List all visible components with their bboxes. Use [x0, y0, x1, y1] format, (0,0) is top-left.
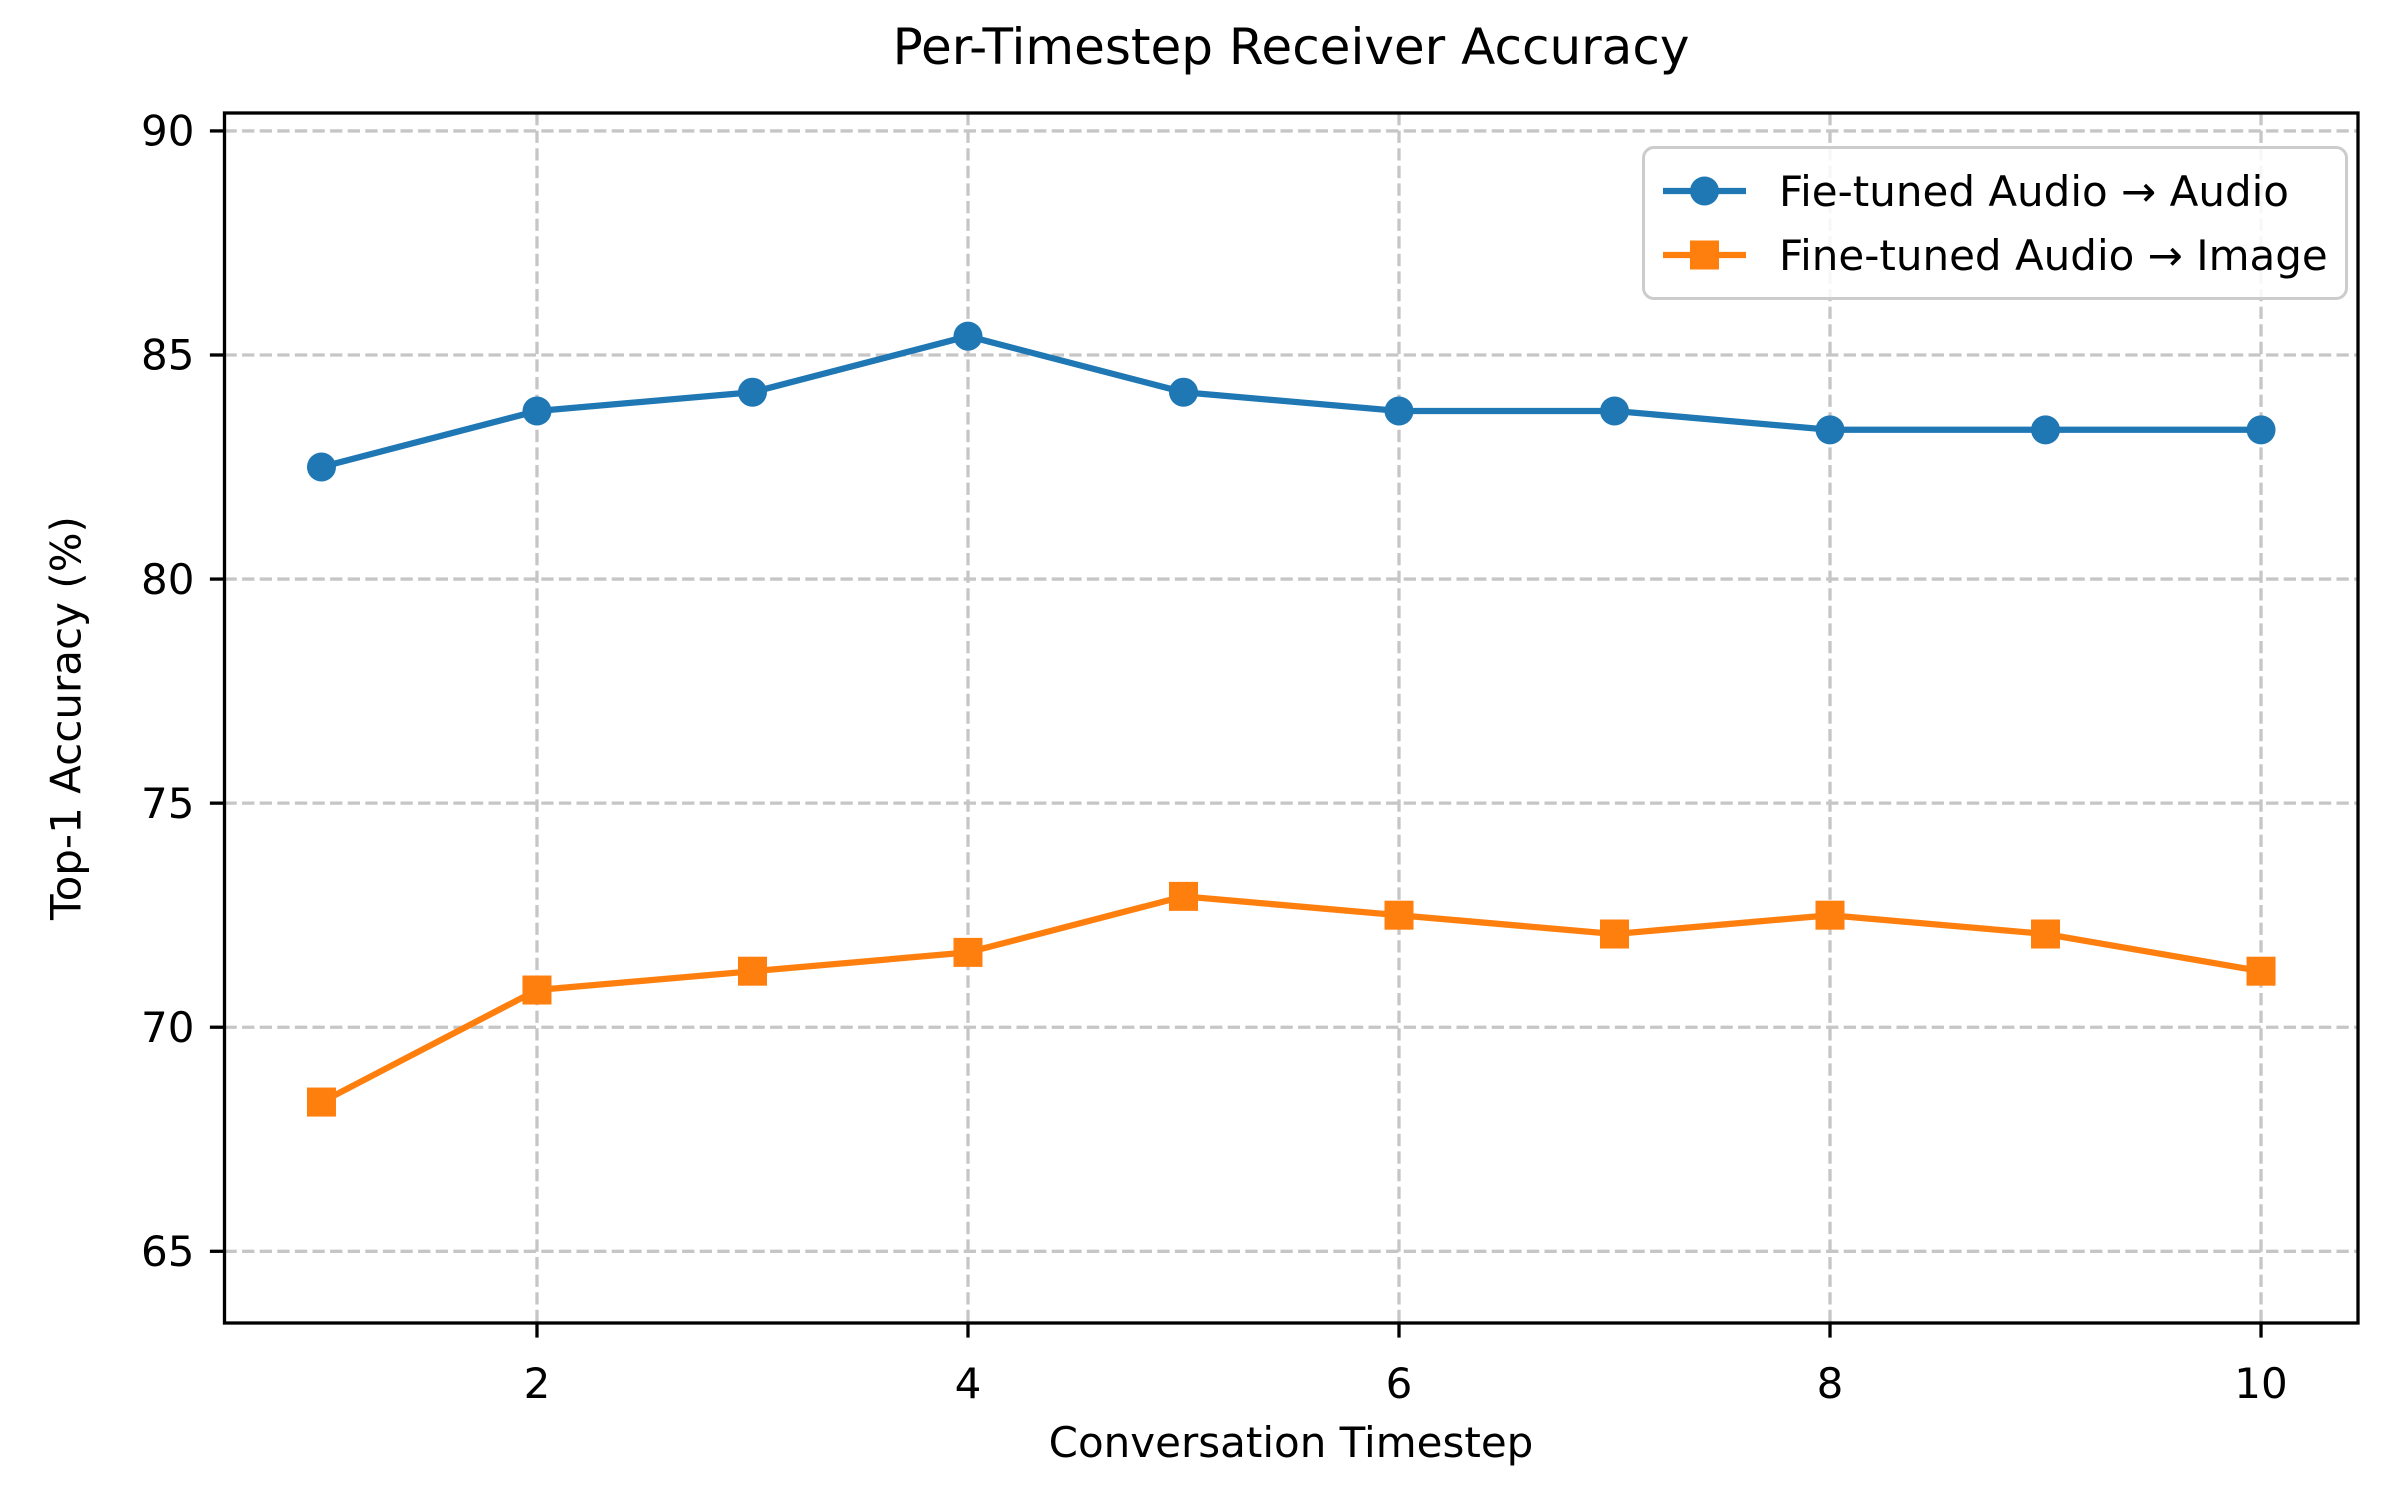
- legend-label-audio-image: Fine-tuned Audio → Image: [1779, 230, 2328, 280]
- y-tick-label-80: 80: [141, 555, 194, 604]
- y-tick-label-75: 75: [141, 779, 194, 828]
- legend-item-audio-image: Fine-tuned Audio → Image: [1663, 229, 2328, 281]
- marker-1-x7: [1600, 919, 1630, 949]
- marker-1-x3: [737, 956, 767, 986]
- legend: Fie-tuned Audio → Audio Fine-tuned Audio…: [1642, 146, 2348, 300]
- legend-handle-square-icon: [1690, 240, 1719, 270]
- legend-item-audio-audio: Fie-tuned Audio → Audio: [1663, 165, 2327, 217]
- x-tick-label-10: 10: [2234, 1359, 2287, 1408]
- marker-1-x2: [522, 975, 552, 1005]
- x-tick-label-4: 4: [955, 1359, 982, 1408]
- chart-title: Per-Timestep Receiver Accuracy: [892, 18, 1690, 76]
- series-line-0: [318, 333, 2265, 471]
- marker-1-x4: [953, 937, 983, 967]
- legend-label-audio-audio: Fie-tuned Audio → Audio: [1779, 166, 2289, 216]
- x-tick-label-8: 8: [1817, 1359, 1844, 1408]
- x-axis-label: Conversation Timestep: [1048, 1418, 1534, 1467]
- y-axis-label: Top-1 Accuracy (%): [41, 516, 91, 920]
- marker-1-x5: [1168, 881, 1198, 911]
- marker-1-x9: [2031, 919, 2061, 949]
- marker-0-x6: [1384, 396, 1414, 426]
- marker-0-x4: [953, 321, 983, 351]
- marker-0-x7: [1600, 396, 1630, 426]
- marker-1-x8: [1815, 900, 1845, 930]
- marker-0-x8: [1815, 415, 1845, 445]
- marker-1-x10: [2246, 956, 2276, 986]
- marker-0-x9: [2031, 415, 2061, 445]
- marker-1-x6: [1384, 900, 1414, 930]
- marker-0-x10: [2246, 415, 2276, 445]
- marker-0-x1: [306, 452, 336, 482]
- axes-spines: [222, 111, 2360, 1325]
- marker-0-x3: [737, 377, 767, 407]
- y-tick-label-65: 65: [141, 1227, 194, 1276]
- y-tick-label-90: 90: [141, 107, 194, 156]
- series-line-1: [318, 893, 2265, 1106]
- legend-handle-circle-icon: [1690, 176, 1719, 206]
- y-tick-label-70: 70: [141, 1003, 194, 1052]
- marker-1-x1: [306, 1087, 336, 1117]
- legend-swatch-square-icon: [1663, 240, 1746, 270]
- x-tick-label-6: 6: [1386, 1359, 1413, 1408]
- x-tick-label-2: 2: [524, 1359, 551, 1408]
- legend-swatch-circle-icon: [1663, 176, 1746, 206]
- marker-0-x5: [1168, 377, 1198, 407]
- marker-0-x2: [522, 396, 552, 426]
- y-tick-label-85: 85: [141, 331, 194, 380]
